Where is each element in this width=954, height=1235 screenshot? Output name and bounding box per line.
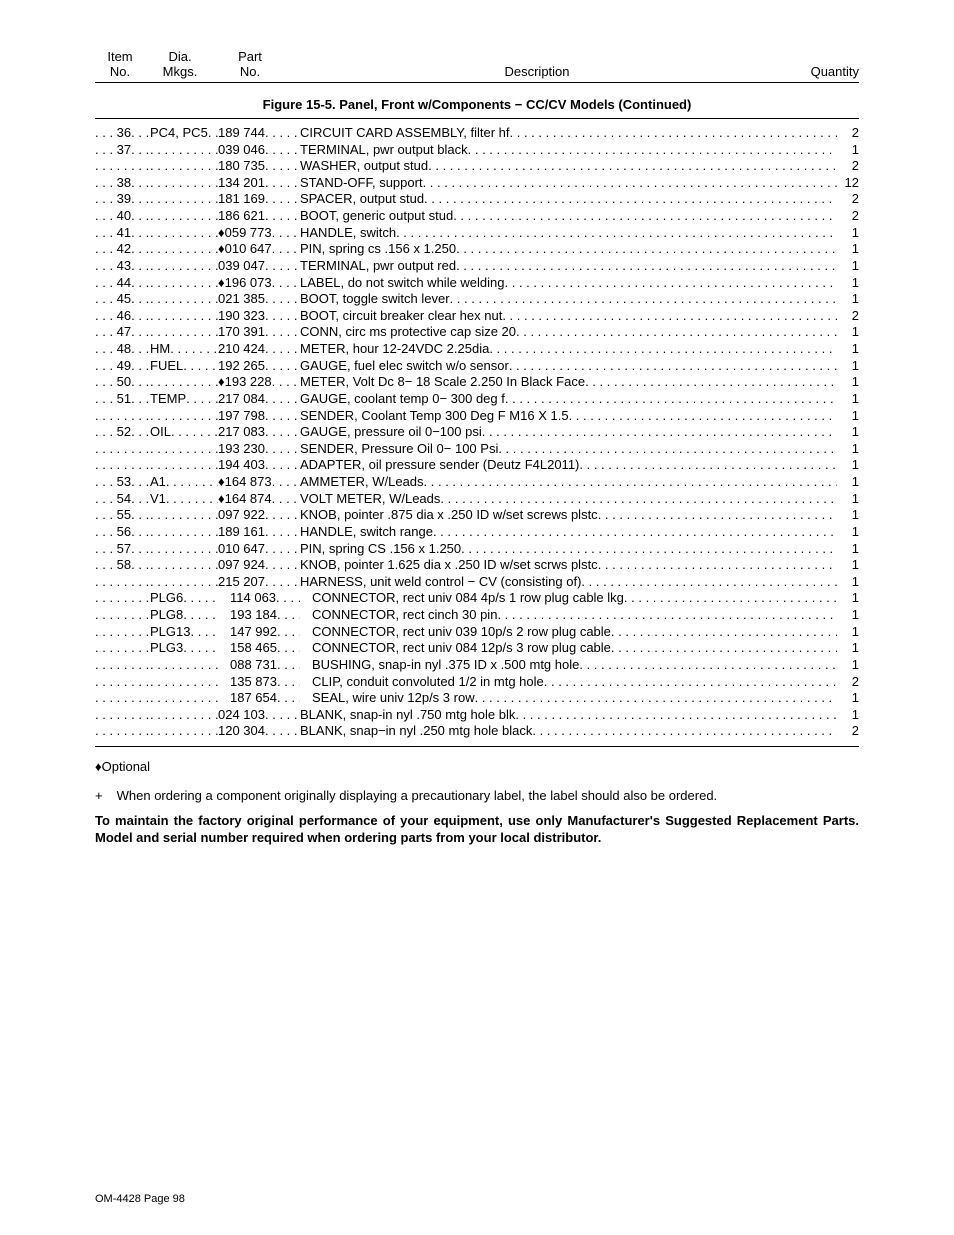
table-row: . . . 36PC4, PC5189 744CIRCUIT CARD ASSE… <box>95 125 859 142</box>
table-row: . . . 47170 391CONN, circ ms protective … <box>95 324 859 341</box>
table-row: 193 230SENDER, Pressure Oil 0− 100 Psi1 <box>95 441 859 458</box>
table-row: . . . 49FUEL192 265GAUGE, fuel elec swit… <box>95 358 859 375</box>
table-row: . . . 48HM210 424METER, hour 12-24VDC 2.… <box>95 341 859 358</box>
table-row: . . . 52OIL217 083GAUGE, pressure oil 0−… <box>95 424 859 441</box>
header-desc: Description <box>285 50 789 80</box>
table-row: . . . 41♦059 773HANDLE, switch1 <box>95 225 859 242</box>
table-row: . . . 55097 922KNOB, pointer .875 dia x … <box>95 507 859 524</box>
note-optional: ♦Optional <box>95 759 859 774</box>
table-row: . . . 37039 046TERMINAL, pwr output blac… <box>95 142 859 159</box>
table-row: 088 731BUSHING, snap-in nyl .375 ID x .5… <box>95 657 859 674</box>
table-row: 120 304BLANK, snap−in nyl .250 mtg hole … <box>95 723 859 740</box>
table-row: 024 103BLANK, snap-in nyl .750 mtg hole … <box>95 707 859 724</box>
table-row: 135 873CLIP, conduit convoluted 1/2 in m… <box>95 674 859 691</box>
plus-symbol: + <box>95 788 113 803</box>
table-row: . . . 39181 169SPACER, output stud2 <box>95 191 859 208</box>
table-row: . . . 53A1♦164 873AMMETER, W/Leads1 <box>95 474 859 491</box>
note-bold: To maintain the factory original perform… <box>95 813 859 847</box>
table-row: . . . 50♦193 228METER, Volt Dc 8− 18 Sca… <box>95 374 859 391</box>
table-row: . . . 58097 924KNOB, pointer 1.625 dia x… <box>95 557 859 574</box>
table-row: PLG6114 063CONNECTOR, rect univ 084 4p/s… <box>95 590 859 607</box>
table-row: . . . 40186 621BOOT, generic output stud… <box>95 208 859 225</box>
table-row: PLG8193 184CONNECTOR, rect cinch 30 pin1 <box>95 607 859 624</box>
note-plus: + When ordering a component originally d… <box>95 788 859 803</box>
table-row: PLG3158 465CONNECTOR, rect univ 084 12p/… <box>95 640 859 657</box>
table-row: . . . 44♦196 073LABEL, do not switch whi… <box>95 275 859 292</box>
header-item: ItemNo. <box>95 50 145 80</box>
note-plus-text: When ordering a component originally dis… <box>117 788 718 803</box>
table-row: PLG13147 992CONNECTOR, rect univ 039 10p… <box>95 624 859 641</box>
page-footer: OM-4428 Page 98 <box>95 1193 185 1205</box>
table-row: . . . 56189 161HANDLE, switch range1 <box>95 524 859 541</box>
table-row: . . . 54V1♦164 874VOLT METER, W/Leads1 <box>95 491 859 508</box>
table-row: 194 403ADAPTER, oil pressure sender (Deu… <box>95 457 859 474</box>
table-row: . . . 51TEMP217 084GAUGE, coolant temp 0… <box>95 391 859 408</box>
table-row: 180 735WASHER, output stud2 <box>95 158 859 175</box>
table-row: . . . 38134 201STAND-OFF, support12 <box>95 175 859 192</box>
table-row: . . . 45021 385BOOT, toggle switch lever… <box>95 291 859 308</box>
header-qty: Quantity <box>789 50 859 80</box>
table-row: . . . 46190 323BOOT, circuit breaker cle… <box>95 308 859 325</box>
table-row: . . . 57010 647PIN, spring CS .156 x 1.2… <box>95 541 859 558</box>
parts-list: . . . 36PC4, PC5189 744CIRCUIT CARD ASSE… <box>95 125 859 747</box>
header-dia: Dia.Mkgs. <box>145 50 215 80</box>
table-row: . . . 43039 047TERMINAL, pwr output red1 <box>95 258 859 275</box>
figure-title: Figure 15-5. Panel, Front w/Components −… <box>95 91 859 119</box>
table-row: 215 207HARNESS, unit weld control − CV (… <box>95 574 859 591</box>
table-row: . . . 42♦010 647PIN, spring cs .156 x 1.… <box>95 241 859 258</box>
table-row: 187 654SEAL, wire univ 12p/s 3 row1 <box>95 690 859 707</box>
table-row: 197 798SENDER, Coolant Temp 300 Deg F M1… <box>95 408 859 425</box>
header-part: PartNo. <box>215 50 285 80</box>
column-headers: ItemNo. Dia.Mkgs. PartNo. Description Qu… <box>95 50 859 83</box>
